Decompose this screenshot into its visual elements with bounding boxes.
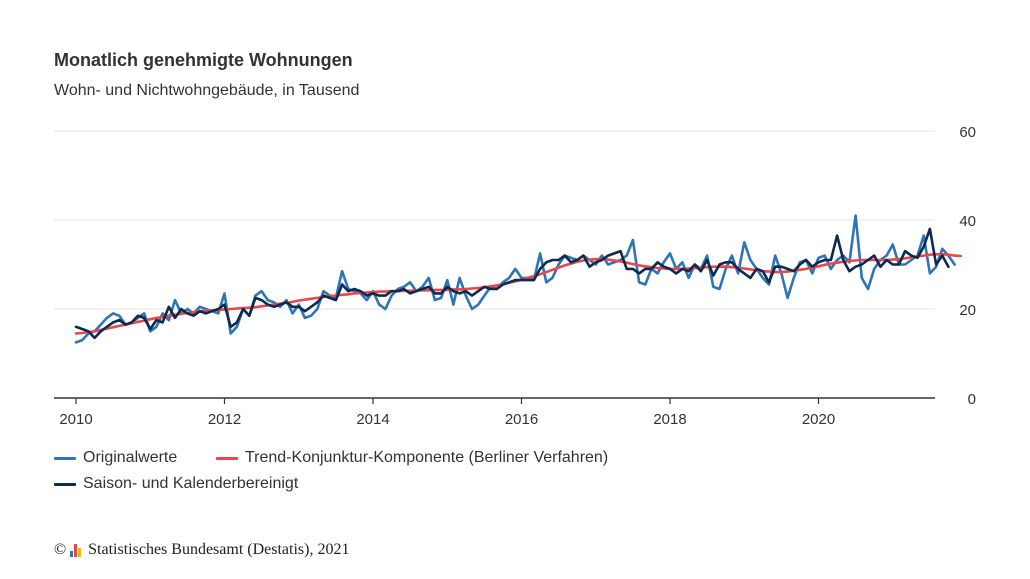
legend-swatch-seasonal [54, 482, 76, 486]
destatis-logo-icon [70, 543, 82, 557]
chart-title: Monatlich genehmigte Wohnungen [54, 50, 353, 70]
series-line-original [74, 214, 956, 344]
legend-swatch-trend [216, 456, 238, 460]
grid-lines [54, 130, 935, 310]
legend-item-seasonal[interactable]: Saison- und Kalenderbereinigt [54, 475, 298, 493]
legend-item-trend[interactable]: Trend-Konjunktur-Komponente (Berliner Ve… [216, 449, 608, 467]
source-text: Statistisches Bundesamt (Destatis), 2021 [88, 541, 350, 558]
y-axis-labels: 0 20 40 60 [959, 124, 976, 408]
copyright-symbol: © [54, 541, 67, 558]
y-tick-label-60: 60 [959, 124, 976, 141]
x-tick-label-2012: 2012 [208, 411, 241, 428]
y-tick-label-40: 40 [959, 213, 976, 230]
chart-subtitle: Wohn- und Nichtwohngebäude, in Tausend [54, 82, 360, 99]
x-tick-label-2020: 2020 [802, 411, 835, 428]
legend-label-trend: Trend-Konjunktur-Komponente (Berliner Ve… [245, 449, 609, 466]
legend-item-original[interactable]: Originalwerte [54, 449, 177, 467]
legend-swatch-original [54, 456, 76, 460]
y-tick-label-20: 20 [959, 302, 976, 319]
x-tick-label-2010: 2010 [59, 411, 92, 428]
legend-label-original: Originalwerte [83, 449, 178, 466]
x-tick-label-2016: 2016 [505, 411, 538, 428]
series-line-trend [74, 253, 963, 335]
source-footer: © Statistisches Bundesamt (Destatis), 20… [54, 541, 349, 559]
x-tick-label-2018: 2018 [653, 411, 686, 428]
y-tick-label-0: 0 [968, 391, 976, 408]
x-tick-label-2014: 2014 [356, 411, 389, 428]
series-lines [74, 214, 963, 344]
legend-label-seasonal: Saison- und Kalenderbereinigt [83, 475, 299, 492]
x-axis: 2010 2012 2014 2016 2018 2020 [54, 397, 935, 428]
series-line-seasonal [74, 227, 950, 340]
